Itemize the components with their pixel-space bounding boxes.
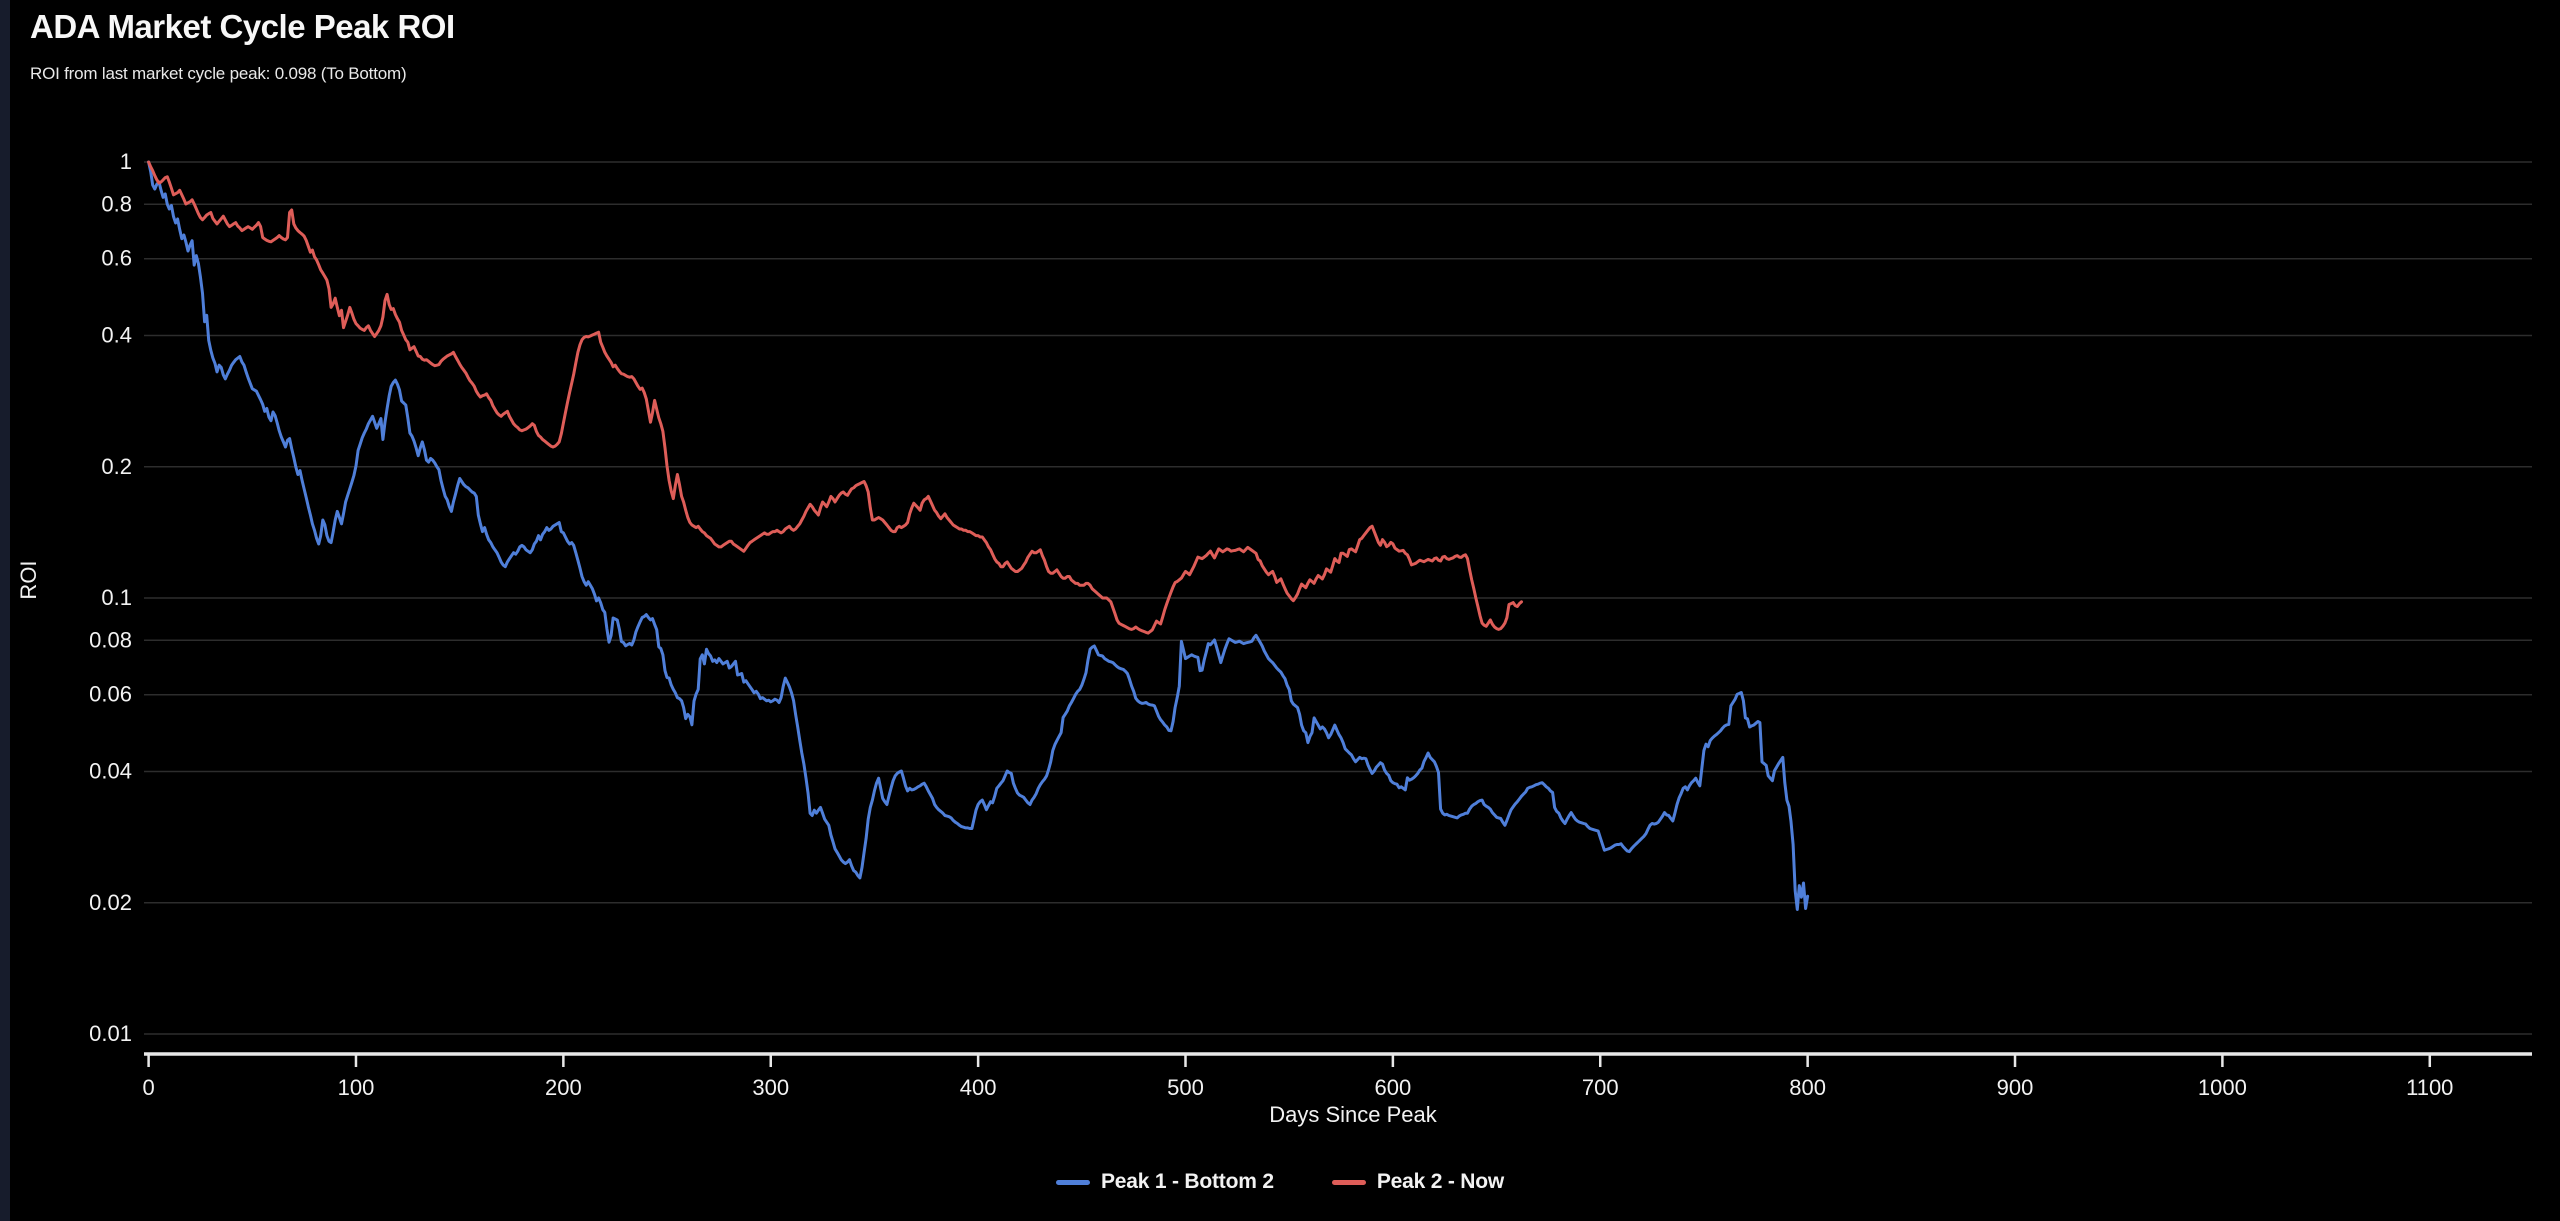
x-tick-label: 0 [142,1075,154,1100]
x-tick-label: 700 [1582,1075,1619,1100]
tick-labels: 1 0.8 0.6 0.4 0.2 0.1 0.08 0.06 0.04 0.02 0.01 0 100… [89,149,2453,1100]
x-tick-label: 1100 [2406,1075,2453,1100]
y-axis-title: ROI [16,560,41,599]
legend-swatch-peak2 [1331,1179,1366,1185]
x-tick-label: 200 [545,1075,582,1100]
y-tick-label: 1 [120,149,132,174]
series-lines [147,160,1810,911]
chart-title: ADA Market Cycle Peak ROI [30,8,455,45]
x-tick-label: 1000 [2198,1075,2247,1100]
x-tick-label: 300 [752,1075,789,1100]
gridlines [144,161,2532,1035]
y-tick-label: 0.02 [89,890,132,915]
y-tick-label: 0.1 [101,585,132,610]
series-line-1 [147,160,1810,911]
axes [144,1052,2532,1067]
y-tick-label: 0.01 [89,1021,132,1046]
x-tick-label: 600 [1375,1075,1412,1100]
x-tick-label: 400 [960,1075,997,1100]
y-tick-label: 0.2 [101,454,132,479]
x-tick-label: 900 [1997,1075,2034,1100]
legend-swatch-peak1 [1056,1179,1090,1185]
legend-label-peak2: Peak 2 - Now [1376,1170,1504,1193]
y-tick-label: 0.08 [89,627,132,652]
legend-item-peak1[interactable]: Peak 1 - Bottom 2 [1056,1170,1274,1194]
legend: Peak 1 - Bottom 2 Peak 2 - Now [0,1170,2560,1194]
x-tick-label: 800 [1789,1075,1826,1100]
y-tick-label: 0.8 [101,191,132,216]
window-edge-strip [0,0,10,1221]
chart-subtitle: ROI from last market cycle peak: 0.098 (… [30,64,407,83]
x-tick-label: 500 [1167,1075,1204,1100]
legend-label-peak1: Peak 1 - Bottom 2 [1101,1170,1274,1193]
x-axis-title: Days Since Peak [1269,1102,1438,1127]
y-tick-label: 0.06 [89,682,132,707]
y-tick-label: 0.6 [101,246,132,271]
y-tick-label: 0.4 [101,323,132,348]
legend-item-peak2[interactable]: Peak 2 - Now [1331,1170,1504,1194]
y-tick-label: 0.04 [89,759,132,784]
series-line-2 [147,160,1523,635]
x-tick-label: 100 [338,1075,375,1100]
